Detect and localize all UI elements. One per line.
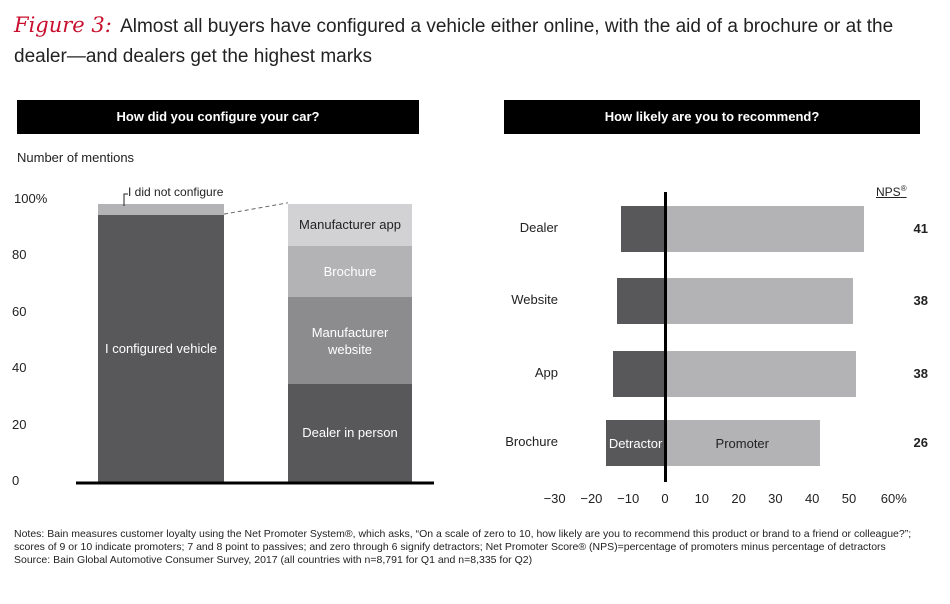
- nps-header: NPS®: [876, 184, 907, 199]
- left-y-axis-label: Number of mentions: [17, 150, 135, 165]
- y-tick-label: 40: [12, 360, 27, 376]
- segment-label: Dealer in person: [302, 425, 398, 441]
- bar-segment: Brochure: [288, 245, 412, 297]
- detractor-bar: [617, 278, 665, 324]
- x-tick-label: 0: [661, 491, 669, 506]
- segment-label: Brochure: [323, 263, 377, 279]
- x-tick-label: −10: [617, 491, 640, 506]
- left-panel-header: How did you configure your car?: [17, 100, 419, 134]
- right-panel-header: How likely are you to recommend?: [504, 100, 920, 134]
- promoter-bar: [665, 351, 857, 397]
- source-text: Source: Bain Global Automotive Consumer …: [14, 554, 533, 566]
- figure-title: Figure 3: Almost all buyers have configu…: [14, 10, 944, 72]
- nps-value: 26: [913, 435, 928, 450]
- x-tick-label: 30: [768, 491, 783, 506]
- segment-label: Manufacturer website: [311, 324, 389, 357]
- y-tick-label: 60: [12, 303, 27, 319]
- y-tick-label: 20: [12, 416, 27, 432]
- nps-sup: ®: [900, 184, 907, 193]
- callout-label: I did not configure: [128, 185, 224, 199]
- segment-label: I configured vehicle: [104, 340, 217, 356]
- promoter-bar: [665, 206, 864, 252]
- segment-label: Manufacturer app: [299, 217, 401, 233]
- category-label: Brochure: [505, 434, 558, 449]
- y-tick-label: 80: [12, 247, 27, 263]
- category-label: Website: [511, 292, 558, 307]
- y-tick-label: 0: [12, 473, 20, 488]
- zero-axis-line: [664, 192, 667, 482]
- x-tick-label: 20: [731, 491, 746, 506]
- bar-segment: I configured vehicle: [98, 214, 224, 482]
- detractor-series-label: Detractor: [608, 435, 663, 451]
- x-tick-label: −20: [580, 491, 603, 506]
- bar-segment: Dealer in person: [288, 383, 412, 482]
- nps-label: NPS: [876, 185, 901, 199]
- figure-title-text: Almost all buyers have configured a vehi…: [14, 16, 894, 67]
- detractor-bar: [620, 206, 665, 252]
- promoter-bar: [665, 278, 853, 324]
- promoter-series-label: Promoter: [715, 435, 769, 451]
- promoter-bar: Promoter: [665, 420, 820, 466]
- x-tick-label: 50: [841, 491, 857, 506]
- detractor-bar: Detractor: [606, 420, 665, 466]
- x-tick-label: 10: [694, 491, 710, 506]
- bar-segment: [98, 202, 224, 216]
- bar-segment: Manufacturer app: [288, 202, 412, 247]
- y-tick-label: 100%: [14, 191, 48, 206]
- x-tick-label: 40: [804, 491, 820, 506]
- x-tick-label: −30: [543, 491, 566, 506]
- detractor-bar: [613, 351, 665, 397]
- notes: Notes: Bain measures customer loyalty us…: [14, 528, 939, 567]
- x-tick-label: 60%: [880, 491, 907, 506]
- category-label: Dealer: [519, 220, 558, 235]
- nps-value: 41: [913, 221, 928, 236]
- category-label: App: [534, 365, 558, 380]
- nps-value: 38: [913, 366, 928, 381]
- nps-value: 38: [913, 293, 928, 308]
- bar-segment: Manufacturer website: [288, 295, 412, 385]
- notes-text: Notes: Bain measures customer loyalty us…: [14, 528, 912, 553]
- figure-label: Figure 3:: [14, 13, 112, 37]
- connector-line: [223, 202, 289, 215]
